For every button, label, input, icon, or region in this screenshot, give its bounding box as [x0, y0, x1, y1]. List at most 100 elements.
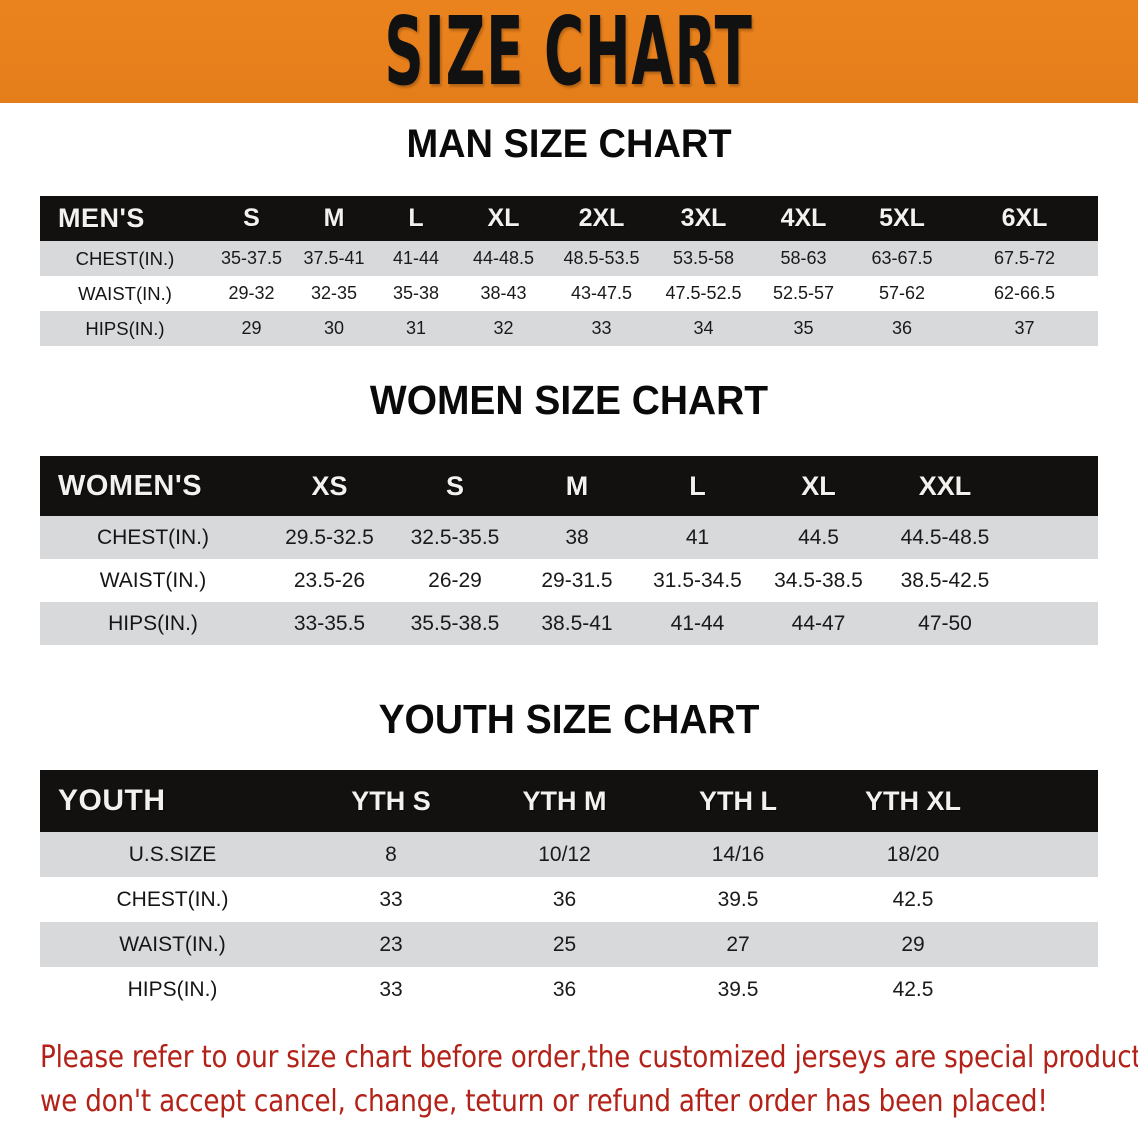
table-row: WAIST(IN.) 29-32 32-35 35-38 38-43 43-47.5 47.…: [40, 276, 1098, 311]
men-row-label: CHEST(IN.): [40, 241, 210, 276]
youth-cell: 36: [477, 877, 652, 922]
men-row-label: WAIST(IN.): [40, 276, 210, 311]
order-policy-disclaimer: Please refer to our size chart before or…: [40, 1036, 1138, 1124]
youth-row-label: U.S.SIZE: [40, 832, 305, 877]
men-cell: 32-35: [293, 276, 375, 311]
youth-row-label: WAIST(IN.): [40, 922, 305, 967]
women-cell: 47-50: [879, 602, 1011, 645]
women-cell: 38: [517, 516, 637, 559]
table-row: CHEST(IN.) 35-37.5 37.5-41 41-44 44-48.5 48.5…: [40, 241, 1098, 276]
youth-header-spacer: [1002, 770, 1098, 832]
men-column-header-m: M: [293, 196, 375, 241]
youth-cell-spacer: [1002, 832, 1098, 877]
youth-table-body: YOUTH YTH S YTH M YTH L YTH XL U.S.SIZE 8 10/12…: [40, 770, 1098, 1012]
youth-cell: 39.5: [652, 877, 824, 922]
women-header-row: WOMEN'S XS S M L XL XXL: [40, 456, 1098, 516]
youth-cell-spacer: [1002, 922, 1098, 967]
youth-cell: 14/16: [652, 832, 824, 877]
women-cell: 41-44: [637, 602, 758, 645]
youth-cell: 25: [477, 922, 652, 967]
youth-cell: 33: [305, 877, 477, 922]
banner-title: SIZE CHART: [384, 0, 754, 107]
women-cell-spacer: [1011, 559, 1098, 602]
men-table-body: MEN'S S M L XL 2XL 3XL 4XL 5XL 6XL CHEST(IN.) 35-37…: [40, 196, 1098, 346]
men-cell: 31: [375, 311, 457, 346]
men-cell: 67.5-72: [951, 241, 1098, 276]
men-cell: 35-38: [375, 276, 457, 311]
women-table-body: WOMEN'S XS S M L XL XXL CHEST(IN.) 29.5-32.5 32.5…: [40, 456, 1098, 645]
page-banner: SIZE CHART: [0, 0, 1138, 107]
youth-column-header-yth-l: YTH L: [652, 770, 824, 832]
men-cell: 37: [951, 311, 1098, 346]
youth-cell: 36: [477, 967, 652, 1012]
men-cell: 58-63: [754, 241, 853, 276]
women-cell: 41: [637, 516, 758, 559]
men-cell: 35: [754, 311, 853, 346]
youth-cell: 23: [305, 922, 477, 967]
men-cell: 41-44: [375, 241, 457, 276]
men-cell: 57-62: [853, 276, 951, 311]
youth-label-header: YOUTH: [40, 770, 305, 832]
women-cell: 29-31.5: [517, 559, 637, 602]
youth-cell-spacer: [1002, 967, 1098, 1012]
youth-column-header-yth-s: YTH S: [305, 770, 477, 832]
men-cell: 29: [210, 311, 293, 346]
youth-cell: 18/20: [824, 832, 1002, 877]
women-column-header-l: L: [637, 456, 758, 516]
women-cell: 33-35.5: [266, 602, 393, 645]
youth-cell-spacer: [1002, 877, 1098, 922]
men-cell: 44-48.5: [457, 241, 550, 276]
youth-cell: 10/12: [477, 832, 652, 877]
youth-cell: 29: [824, 922, 1002, 967]
table-row: HIPS(IN.) 33 36 39.5 42.5: [40, 967, 1098, 1012]
women-column-header-xs: XS: [266, 456, 393, 516]
women-header-spacer: [1011, 456, 1098, 516]
youth-cell: 33: [305, 967, 477, 1012]
women-cell: 38.5-41: [517, 602, 637, 645]
table-row: CHEST(IN.) 29.5-32.5 32.5-35.5 38 41 44.5 44.5…: [40, 516, 1098, 559]
men-column-header-2xl: 2XL: [550, 196, 653, 241]
women-cell: 34.5-38.5: [758, 559, 879, 602]
men-column-header-l: L: [375, 196, 457, 241]
women-column-header-xl: XL: [758, 456, 879, 516]
table-row: HIPS(IN.) 33-35.5 35.5-38.5 38.5-41 41-44 44-…: [40, 602, 1098, 645]
men-column-header-xl: XL: [457, 196, 550, 241]
men-cell: 36: [853, 311, 951, 346]
men-cell: 52.5-57: [754, 276, 853, 311]
youth-section-heading: YOUTH SIZE CHART: [378, 696, 760, 742]
youth-cell: 8: [305, 832, 477, 877]
women-cell: 35.5-38.5: [393, 602, 517, 645]
men-cell: 37.5-41: [293, 241, 375, 276]
men-cell: 29-32: [210, 276, 293, 311]
men-label-header: MEN'S: [40, 196, 210, 241]
table-row: WAIST(IN.) 23 25 27 29: [40, 922, 1098, 967]
women-cell: 31.5-34.5: [637, 559, 758, 602]
youth-size-table: YOUTH YTH S YTH M YTH L YTH XL U.S.SIZE 8 10/12…: [40, 770, 1098, 1012]
men-column-header-6xl: 6XL: [951, 196, 1098, 241]
women-cell: 32.5-35.5: [393, 516, 517, 559]
youth-header-row: YOUTH YTH S YTH M YTH L YTH XL: [40, 770, 1098, 832]
women-cell: 26-29: [393, 559, 517, 602]
man-section-heading: MAN SIZE CHART: [406, 122, 732, 166]
women-cell-spacer: [1011, 602, 1098, 645]
men-cell: 53.5-58: [653, 241, 754, 276]
youth-cell: 27: [652, 922, 824, 967]
men-cell: 62-66.5: [951, 276, 1098, 311]
men-cell: 43-47.5: [550, 276, 653, 311]
youth-column-header-yth-m: YTH M: [477, 770, 652, 832]
women-row-label: HIPS(IN.): [40, 602, 266, 645]
men-cell: 63-67.5: [853, 241, 951, 276]
youth-cell: 42.5: [824, 967, 1002, 1012]
men-cell: 34: [653, 311, 754, 346]
disclaimer-line-2: we don't accept cancel, change, teturn o…: [40, 1084, 1048, 1119]
table-row: WAIST(IN.) 23.5-26 26-29 29-31.5 31.5-34.5 34…: [40, 559, 1098, 602]
women-cell: 38.5-42.5: [879, 559, 1011, 602]
youth-cell: 42.5: [824, 877, 1002, 922]
table-row: CHEST(IN.) 33 36 39.5 42.5: [40, 877, 1098, 922]
women-column-header-s: S: [393, 456, 517, 516]
youth-row-label: CHEST(IN.): [40, 877, 305, 922]
men-cell: 35-37.5: [210, 241, 293, 276]
youth-row-label: HIPS(IN.): [40, 967, 305, 1012]
youth-column-header-yth-xl: YTH XL: [824, 770, 1002, 832]
